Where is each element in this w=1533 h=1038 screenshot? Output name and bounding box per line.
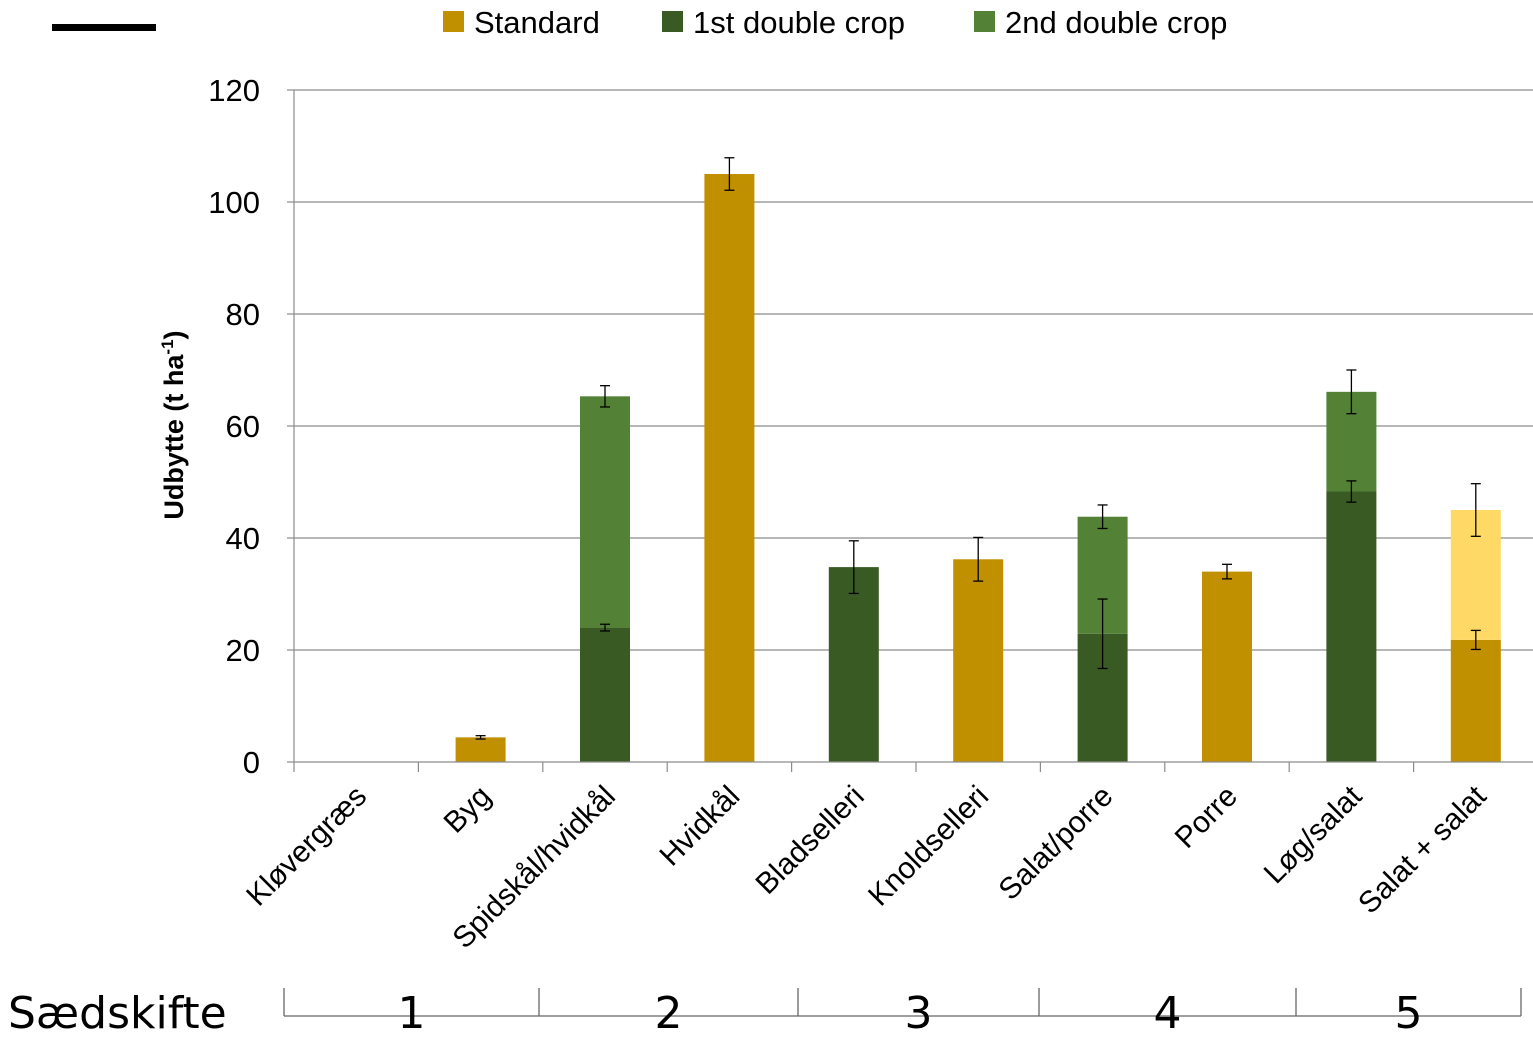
legend-swatch bbox=[662, 11, 683, 32]
legend-swatch bbox=[974, 11, 995, 32]
bar-segment bbox=[455, 737, 506, 762]
rotation-group-label: 2 bbox=[655, 988, 683, 1038]
bar-segment bbox=[580, 627, 630, 762]
y-tick-label: 20 bbox=[226, 633, 260, 668]
x-tick-label: Porre bbox=[1169, 780, 1244, 855]
x-tick-label: Knoldselleri bbox=[862, 780, 995, 913]
bar-segment bbox=[1326, 491, 1377, 762]
corner-dash bbox=[52, 24, 156, 31]
bar-segment bbox=[704, 174, 755, 762]
bars bbox=[455, 174, 1501, 762]
bar-segment bbox=[1202, 571, 1252, 762]
rotation-table: Sædskifte 1 2 3 4 5 bbox=[8, 988, 1522, 1038]
bar-segment bbox=[1450, 639, 1501, 762]
rotation-group-label: 1 bbox=[398, 988, 426, 1038]
legend-label: Standard bbox=[474, 5, 600, 40]
y-tick-label: 60 bbox=[226, 409, 260, 444]
x-tick-label: Bladselleri bbox=[750, 780, 871, 901]
y-axis: 0 20 40 60 80 100 120 bbox=[208, 73, 295, 780]
y-tick-label: 0 bbox=[243, 745, 260, 780]
x-tick-label: Salat + salat bbox=[1352, 779, 1493, 920]
rotation-title: Sædskifte bbox=[8, 988, 227, 1038]
x-tick-label: Byg bbox=[438, 780, 498, 840]
x-tick-label: Salat/porre bbox=[992, 780, 1119, 907]
x-tick-label: Hvidkål bbox=[653, 780, 746, 873]
x-tick-label: Kløvergræs bbox=[240, 780, 373, 913]
legend: Standard 1st double crop 2nd double crop bbox=[443, 5, 1227, 40]
legend-label: 2nd double crop bbox=[1005, 5, 1227, 40]
y-tick-label: 40 bbox=[226, 521, 260, 556]
bar-segment bbox=[828, 567, 879, 762]
rotation-group-label: 5 bbox=[1395, 988, 1423, 1038]
error-bars bbox=[475, 157, 1481, 740]
rotation-group-label: 4 bbox=[1154, 988, 1182, 1038]
rotation-group-label: 3 bbox=[905, 988, 933, 1038]
y-tick-label: 120 bbox=[208, 73, 260, 108]
bar-segment bbox=[580, 396, 630, 628]
y-axis-title: Udbytte (t ha-1) bbox=[158, 330, 189, 519]
bar-segment bbox=[953, 559, 1004, 762]
y-tick-label: 80 bbox=[226, 297, 260, 332]
legend-swatch bbox=[443, 11, 464, 32]
x-tick-label: Løg/salat bbox=[1258, 779, 1369, 890]
legend-label: 1st double crop bbox=[693, 5, 905, 40]
y-tick-label: 100 bbox=[208, 185, 260, 220]
